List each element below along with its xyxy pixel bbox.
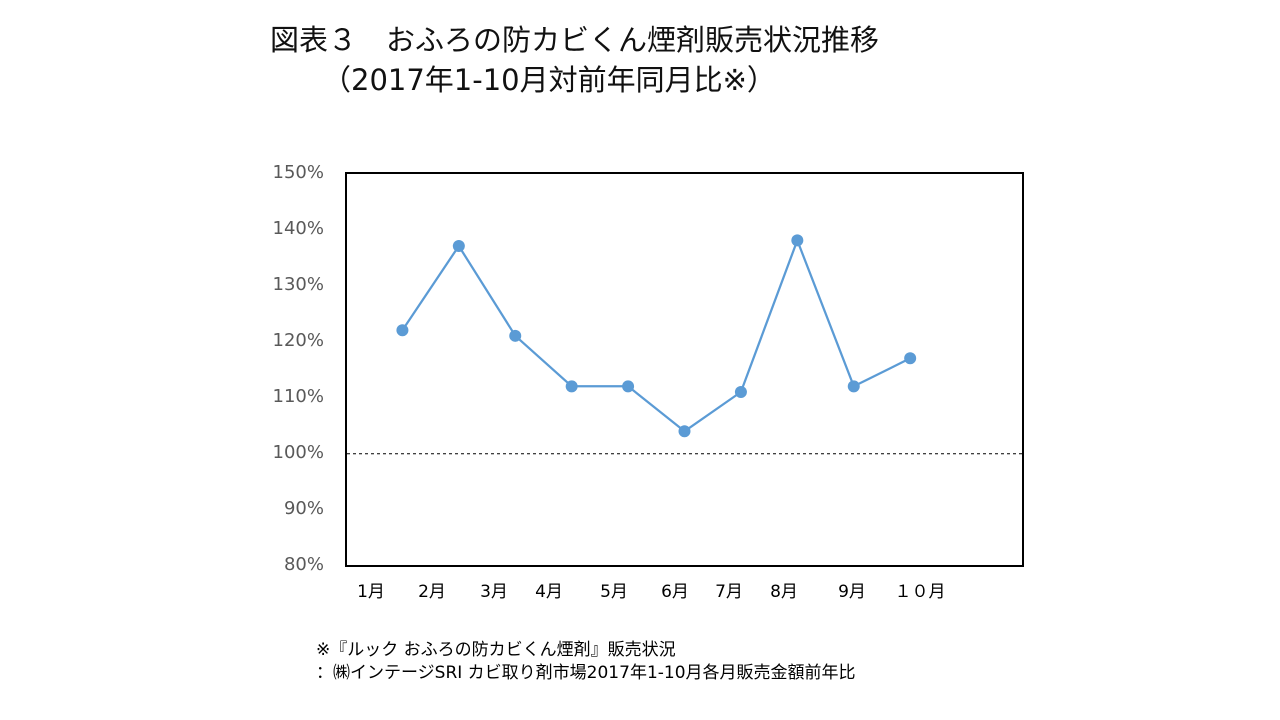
x-tick-label-8: 8月 <box>770 582 798 602</box>
data-point-7 <box>734 385 747 398</box>
y-tick-label-110: 110% <box>272 386 324 407</box>
x-tick-label-5: 5月 <box>600 582 628 602</box>
data-point-5 <box>622 380 635 393</box>
y-tick-label-130: 130% <box>272 274 324 295</box>
y-tick-label-150: 150% <box>272 162 324 183</box>
data-point-6 <box>678 425 691 438</box>
x-tick-label-4: 4月 <box>535 582 563 602</box>
series-line <box>401 239 911 433</box>
data-point-3 <box>509 329 522 342</box>
data-point-1 <box>396 324 409 337</box>
data-point-9 <box>847 380 860 393</box>
x-tick-label-3: 3月 <box>480 582 508 602</box>
x-tick-label-10: １０月 <box>894 582 946 602</box>
x-tick-label-7: 7月 <box>715 582 743 602</box>
data-point-2 <box>452 239 465 252</box>
x-tick-label-9: 9月 <box>838 582 866 602</box>
x-tick-label-2: 2月 <box>418 582 446 602</box>
y-tick-label-140: 140% <box>272 218 324 239</box>
y-tick-label-100: 100% <box>272 442 324 463</box>
data-point-8 <box>791 234 804 247</box>
y-tick-label-120: 120% <box>272 330 324 351</box>
chart-title: 図表３ おふろの防カビくん煙剤販売状況推移 <box>270 23 880 57</box>
plot-area <box>345 172 1024 567</box>
x-tick-label-1: 1月 <box>357 582 385 602</box>
footnote-source-product: ※『ルック おふろの防カビくん煙剤』販売状況 <box>316 640 676 660</box>
data-point-10 <box>904 352 917 365</box>
y-tick-label-90: 90% <box>283 498 324 519</box>
x-tick-label-6: 6月 <box>661 582 689 602</box>
data-point-4 <box>565 380 578 393</box>
footnote-source-data: ：㈱インテージSRI カビ取り剤市場2017年1-10月各月販売金額前年比 <box>316 663 856 683</box>
y-tick-label-80: 80% <box>283 554 324 575</box>
chart-subtitle: （2017年1-10月対前年同月比※） <box>322 63 776 97</box>
